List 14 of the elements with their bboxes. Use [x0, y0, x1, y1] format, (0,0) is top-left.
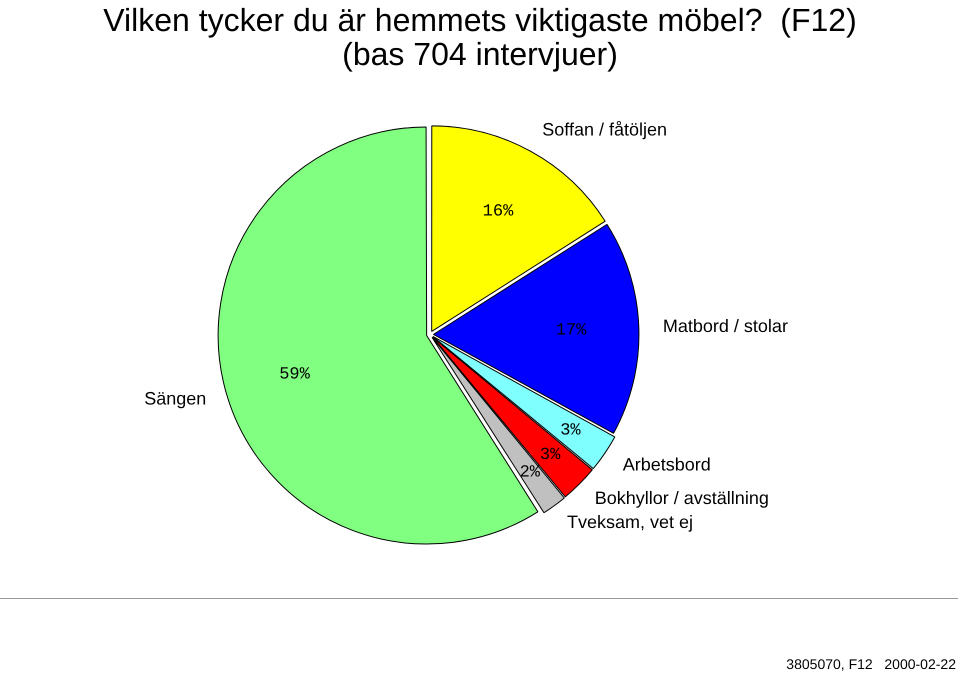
data-label: 3% — [560, 421, 582, 440]
slice-label: Soffan / fåtöljen — [542, 119, 668, 140]
slice-label: Matbord / stolar — [662, 316, 788, 336]
text: 3805070, F12 2000-02-22 — [786, 656, 956, 672]
data-label: 2% — [520, 463, 541, 482]
data-label: 16% — [482, 202, 514, 222]
chart-title: Vilken tycker du är hemmets viktigaste möbel? (F12) — [102, 1, 858, 40]
slice-label: Bokhyllor / avställning — [594, 488, 769, 508]
slice-label: Sängen — [144, 388, 206, 408]
slice-label: Arbetsbord — [622, 454, 711, 474]
data-label: 3% — [540, 446, 562, 466]
data-label: 59% — [279, 365, 311, 384]
data-label: 17% — [556, 322, 588, 341]
slice-label: Tveksam, vet ej — [566, 512, 693, 532]
